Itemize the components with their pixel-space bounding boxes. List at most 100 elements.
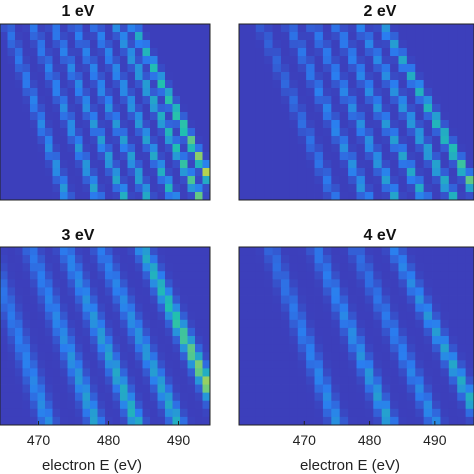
heatmap-cell bbox=[239, 48, 248, 57]
heatmap-cell bbox=[7, 192, 16, 201]
heatmap-cell bbox=[356, 368, 366, 377]
heatmap-cell bbox=[15, 88, 23, 97]
heatmap-cell bbox=[165, 352, 173, 361]
heatmap-cell bbox=[165, 128, 173, 137]
heatmap-cell bbox=[239, 136, 248, 145]
heatmap-cell bbox=[415, 295, 425, 305]
heatmap-cell bbox=[373, 344, 383, 353]
heatmap-cell bbox=[322, 360, 332, 369]
heatmap-cell bbox=[142, 352, 151, 361]
heatmap-cell bbox=[30, 352, 38, 361]
heatmap-cell bbox=[150, 400, 158, 410]
heatmap-cell bbox=[90, 271, 98, 280]
heatmap-cell bbox=[264, 120, 273, 129]
heatmap-cell bbox=[127, 279, 136, 288]
heatmap-cell bbox=[82, 247, 91, 256]
heatmap-cell bbox=[348, 400, 357, 410]
heatmap-cell bbox=[406, 32, 416, 41]
heatmap-cell bbox=[202, 303, 211, 313]
heatmap-cell bbox=[465, 112, 474, 121]
heatmap-cell bbox=[440, 104, 450, 113]
heatmap-cell bbox=[45, 384, 53, 394]
heatmap-cell bbox=[112, 319, 121, 329]
heatmap-cell bbox=[239, 120, 248, 129]
panel-3-xlabel: electron E (eV) bbox=[42, 457, 142, 474]
heatmap-cell bbox=[67, 72, 76, 81]
heatmap-cell bbox=[45, 247, 53, 256]
heatmap-cell bbox=[239, 271, 248, 280]
heatmap-cell bbox=[322, 128, 332, 137]
heatmap-cell bbox=[314, 263, 324, 272]
x-tick-label: 470 bbox=[27, 432, 51, 448]
heatmap-cell bbox=[398, 168, 408, 177]
heatmap-cell bbox=[390, 64, 399, 73]
heatmap-cell bbox=[440, 184, 450, 193]
heatmap-cell bbox=[314, 344, 324, 353]
heatmap-cell bbox=[356, 287, 366, 296]
heatmap-cell bbox=[97, 271, 106, 280]
heatmap-cell bbox=[465, 287, 474, 296]
heatmap-cell bbox=[280, 263, 290, 272]
heatmap-cell bbox=[423, 360, 433, 369]
heatmap-cell bbox=[322, 247, 332, 256]
heatmap-cell bbox=[127, 136, 136, 145]
heatmap-cell bbox=[172, 40, 181, 49]
heatmap-cell bbox=[135, 64, 143, 73]
heatmap-cell bbox=[423, 352, 433, 361]
heatmap-cell bbox=[142, 376, 151, 385]
heatmap-cell bbox=[297, 344, 307, 353]
heatmap-cell bbox=[297, 144, 307, 153]
heatmap-cell bbox=[364, 408, 374, 418]
panel-3-title: 3 eV bbox=[62, 227, 95, 244]
heatmap-cell bbox=[356, 400, 366, 410]
heatmap-cell bbox=[105, 88, 113, 97]
heatmap-cell bbox=[150, 311, 158, 321]
heatmap-cell bbox=[105, 184, 113, 193]
heatmap-cell bbox=[30, 24, 38, 33]
heatmap-cell bbox=[202, 112, 211, 121]
heatmap-cell bbox=[30, 295, 38, 305]
heatmap-cell bbox=[52, 40, 61, 49]
heatmap-cell bbox=[15, 64, 23, 73]
heatmap-cell bbox=[120, 271, 128, 280]
heatmap-cell bbox=[150, 344, 158, 353]
heatmap-cell bbox=[165, 279, 173, 288]
heatmap-cell bbox=[264, 295, 273, 305]
heatmap-cell bbox=[187, 368, 196, 377]
heatmap-cell bbox=[120, 136, 128, 145]
heatmap-cell bbox=[432, 184, 441, 193]
heatmap-cell bbox=[67, 408, 76, 418]
heatmap-cell bbox=[82, 112, 91, 121]
heatmap-cell bbox=[322, 279, 332, 288]
heatmap-cell bbox=[423, 408, 433, 418]
heatmap-cell bbox=[239, 392, 248, 402]
heatmap-cell bbox=[314, 327, 324, 337]
heatmap-cell bbox=[195, 336, 203, 345]
heatmap-cell bbox=[356, 255, 366, 264]
heatmap-cell bbox=[127, 416, 136, 426]
heatmap-cell bbox=[339, 184, 349, 193]
heatmap-cell bbox=[37, 80, 46, 89]
heatmap-cell bbox=[239, 56, 248, 65]
heatmap-cell bbox=[465, 192, 474, 201]
heatmap-cell bbox=[440, 368, 450, 377]
heatmap-cell bbox=[180, 287, 188, 296]
heatmap-cell bbox=[112, 32, 121, 41]
heatmap-cell bbox=[272, 120, 282, 129]
heatmap-cell bbox=[432, 136, 441, 145]
heatmap-cell bbox=[180, 88, 188, 97]
heatmap-cell bbox=[105, 319, 113, 329]
heatmap-cell bbox=[180, 279, 188, 288]
heatmap-cell bbox=[7, 176, 16, 185]
heatmap-cell bbox=[465, 311, 474, 321]
heatmap-cell bbox=[306, 327, 315, 337]
heatmap-cell bbox=[15, 408, 23, 418]
heatmap-cell bbox=[52, 88, 61, 97]
heatmap-cell bbox=[457, 263, 466, 272]
heatmap-cell bbox=[239, 336, 248, 345]
heatmap-cell bbox=[157, 40, 166, 49]
heatmap-cell bbox=[97, 408, 106, 418]
heatmap-cell bbox=[264, 80, 273, 89]
heatmap-cell bbox=[0, 112, 8, 121]
heatmap-cell bbox=[0, 408, 8, 418]
